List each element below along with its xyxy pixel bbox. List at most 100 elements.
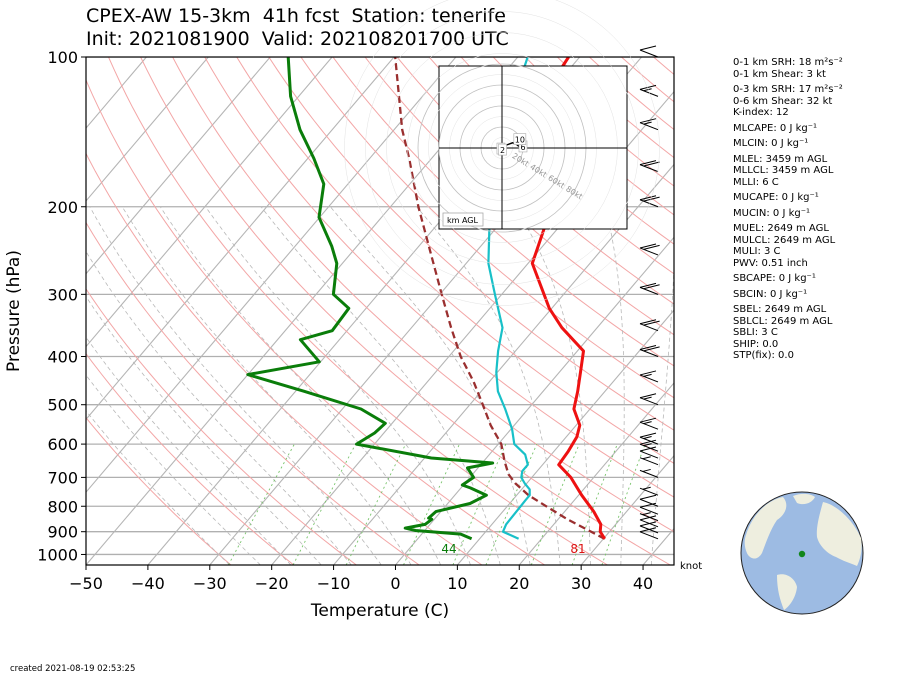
moist-adiabat (514, 206, 591, 565)
isotherm-line (86, 57, 333, 348)
y-tick-label: 800 (47, 497, 78, 516)
stat-sbcape: SBCAPE: 0 J kg⁻¹ (733, 273, 816, 284)
moist-adiabat (121, 206, 412, 565)
hodograph-height-label: 10 (515, 136, 525, 145)
x-tick-label: −10 (317, 574, 351, 593)
isotherm-line (580, 454, 674, 565)
hodograph-height-label: 2 (500, 146, 505, 155)
wind-unit-label: knot (680, 561, 702, 572)
dry-adiabat (86, 288, 357, 565)
stat-mucape: MUCAPE: 0 J kg⁻¹ (733, 192, 819, 203)
station-marker (798, 550, 806, 558)
wind-barb (639, 195, 660, 208)
plot-frame (85, 56, 675, 566)
location-globe (740, 491, 864, 615)
x-tick-label: 30 (571, 574, 591, 593)
isotherm-line (86, 57, 395, 421)
dry-adiabat (556, 57, 674, 159)
stat-shear-0-1km: 0-1 km Shear: 3 kt (733, 68, 826, 80)
wind-barb (639, 521, 659, 534)
africa-europe-landmass (816, 502, 862, 566)
x-tick-label: −50 (69, 574, 103, 593)
stat-shear-0-6km: 0-6 km Shear: 32 kt (733, 95, 833, 107)
stat-mlel: MLEL: 3459 m AGL (733, 153, 828, 165)
hodograph-height-label: 6 (520, 143, 525, 152)
stat-k-index: K-index: 12 (733, 107, 789, 118)
stat-mulcl: MULCL: 2649 m AGL (733, 234, 836, 246)
wind-barbs (639, 45, 660, 540)
y-tick-label: 900 (47, 523, 78, 542)
isotherm-line (86, 57, 271, 275)
y-axis-label: Pressure (hPa) (4, 250, 24, 372)
y-tick-label: 500 (47, 396, 78, 415)
dry-adiabat (86, 152, 483, 565)
stat-sbel: SBEL: 2649 m AGL (733, 304, 827, 315)
x-tick-label: −30 (193, 574, 227, 593)
wind-barb (639, 282, 660, 295)
mixing-ratio-line (292, 443, 356, 565)
stat-mllcl: MLLCL: 3459 m AGL (733, 165, 834, 176)
wind-barb (639, 319, 660, 332)
wind-barb (639, 515, 659, 528)
y-tick-label: 300 (47, 285, 78, 304)
stat-mlli: MLLI: 6 C (733, 176, 779, 188)
mixing-ratio-line (452, 443, 507, 565)
moist-adiabat (86, 410, 230, 565)
isotherm-line (86, 57, 457, 494)
moist-adiabat (604, 206, 625, 565)
dry-adiabat (268, 57, 674, 431)
dry-adiabat (86, 416, 232, 565)
north-america-landmass (744, 497, 787, 559)
y-tick-label: 400 (47, 348, 78, 367)
moist-adiabat (650, 261, 674, 565)
y-tick-label: 600 (47, 435, 78, 454)
sounding-indices-panel: 0-1 km SRH: 18 m²s⁻² 0-1 km Shear: 3 kt … (733, 57, 903, 362)
isotherm-line (86, 57, 209, 202)
wind-barb (639, 345, 660, 357)
wind-barb (639, 432, 659, 445)
x-tick-label: −20 (255, 574, 289, 593)
stat-srh-0-3km: 0-3 km SRH: 17 m²s⁻² (733, 84, 843, 95)
stat-mucin: MUCIN: 0 J kg⁻¹ (733, 207, 811, 219)
moist-adiabat (205, 206, 471, 565)
mixing-ratio-line (485, 443, 538, 565)
wind-barb (639, 446, 659, 459)
skewt-grid (86, 57, 674, 565)
wind-barb (639, 512, 659, 522)
y-tick-label: 1000 (37, 545, 78, 564)
wind-barb (639, 439, 659, 452)
y-tick-label: 100 (47, 48, 78, 67)
wind-barb (639, 417, 659, 430)
x-tick-label: 20 (509, 574, 529, 593)
wind-barb (639, 45, 659, 58)
moist-adiabat (89, 206, 382, 565)
x-axis-label: Temperature (C) (310, 601, 449, 621)
dry-adiabat (86, 352, 295, 565)
stat-sbcin: SBCIN: 0 J kg⁻¹ (733, 288, 808, 300)
wind-barb (639, 468, 659, 478)
wind-barb (639, 494, 659, 507)
dry-adiabat (140, 57, 671, 565)
stat-ship: SHIP: 0.0 (733, 338, 779, 350)
moist-adiabat (86, 250, 352, 565)
wind-barb (639, 486, 659, 496)
wind-barb (639, 84, 659, 97)
chart-subtitle: Init: 2021081900 Valid: 202108201700 UTC (86, 28, 509, 50)
mixing-ratio-line (530, 443, 580, 565)
wind-barb (639, 393, 659, 406)
wind-barb (639, 118, 659, 131)
hodograph-corner-label: km AGL (447, 216, 479, 225)
chart-title: CPEX-AW 15-3km 41h fcst Station: tenerif… (86, 5, 506, 27)
stat-sblcl: SBLCL: 2649 m AGL (733, 315, 833, 327)
stat-mlcin: MLCIN: 0 J kg⁻¹ (733, 138, 809, 149)
south-america-landmass (777, 574, 797, 610)
hodograph-minor-ring (344, 0, 660, 306)
stat-muli: MULI: 3 C (733, 246, 781, 257)
dry-adiabat (86, 78, 545, 565)
greenland-landmass (793, 493, 815, 505)
stat-mlcape: MLCAPE: 0 J kg⁻¹ (733, 122, 818, 134)
axes: −50 −40 −30 −20 −10 0 10 20 30 40 100 200 300 400 500 6… (37, 48, 653, 593)
mixing-ratio-line (571, 443, 618, 565)
y-tick-label: 700 (47, 468, 78, 487)
